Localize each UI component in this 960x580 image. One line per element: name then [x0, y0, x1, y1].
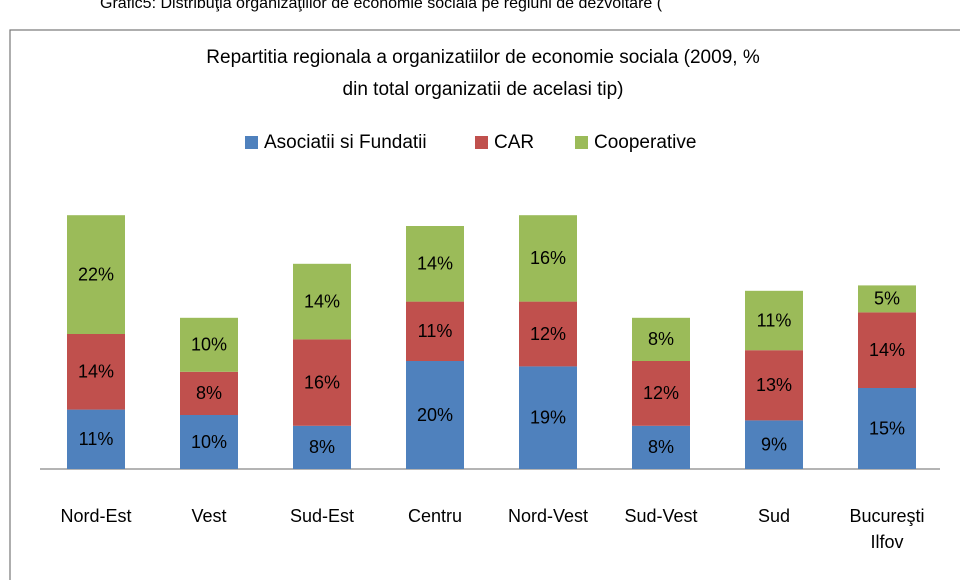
- x-tick-label: Sud-Vest: [624, 506, 698, 526]
- bar-segment: [632, 425, 690, 469]
- bar-segment: [180, 317, 238, 372]
- x-tick-label: Nord-Vest: [507, 506, 589, 526]
- legend-label: Cooperative: [594, 132, 696, 153]
- x-tick-label: Sud: [757, 506, 791, 526]
- bar-segment: [858, 285, 916, 313]
- bar-segment: [745, 350, 803, 421]
- bar-segment: [293, 339, 351, 426]
- bar-segment: [745, 290, 803, 351]
- bar-segment: [67, 409, 125, 469]
- bar-segment: [519, 366, 577, 469]
- x-tick-label: Vest: [191, 506, 227, 526]
- bar-segment: [67, 215, 125, 334]
- x-tick-label: Nord-Est: [60, 506, 132, 526]
- legend-swatch: [475, 136, 488, 149]
- data-label: 22%: [78, 264, 114, 284]
- data-label: 5%: [874, 289, 900, 309]
- bar-segment: [745, 420, 803, 469]
- bar-segment: [858, 388, 916, 469]
- data-label: 8%: [648, 437, 674, 457]
- data-label: 11%: [418, 321, 453, 341]
- legend-label: CAR: [494, 132, 534, 153]
- legend-swatch: [245, 136, 258, 149]
- data-label: 8%: [648, 329, 674, 349]
- bar-segment: [858, 312, 916, 388]
- data-label: 8%: [196, 383, 222, 403]
- legend-swatch: [575, 136, 588, 149]
- x-tick-label: Sud-Est: [289, 506, 355, 526]
- bar-segment: [632, 361, 690, 426]
- data-label: 14%: [869, 340, 905, 360]
- data-label: 15%: [869, 418, 905, 438]
- bar-segment: [293, 425, 351, 469]
- data-label: 16%: [304, 372, 340, 392]
- bar-segment: [519, 215, 577, 302]
- bar-segment: [406, 226, 464, 302]
- data-label: 14%: [78, 362, 114, 382]
- legend-label: Asociatii si Fundatii: [264, 132, 427, 153]
- data-label: 10%: [191, 335, 227, 355]
- chart-title: Repartitia regionala a organizatiilor de…: [206, 47, 760, 100]
- data-label: 14%: [304, 291, 340, 311]
- bar-segment: [293, 263, 351, 340]
- bar-segment: [519, 301, 577, 367]
- data-label: 8%: [309, 437, 335, 457]
- data-label: 13%: [756, 375, 792, 395]
- caption: Grafic5: Distribuţia organizaţiilor de e…: [100, 0, 663, 12]
- x-tick-label: Centru: [407, 506, 463, 526]
- data-label: 20%: [417, 405, 453, 425]
- data-label: 11%: [757, 310, 792, 330]
- data-label: 9%: [761, 434, 787, 454]
- data-label: 16%: [530, 248, 566, 268]
- data-label: 12%: [643, 383, 679, 403]
- data-label: 11%: [79, 429, 114, 449]
- x-tick-label: Bucureşti Ilfov: [849, 506, 925, 552]
- bar-segment: [67, 334, 125, 410]
- chart-frame: [9, 29, 960, 580]
- bar-segment: [406, 301, 464, 361]
- data-label: 19%: [530, 407, 566, 427]
- data-label: 10%: [191, 432, 227, 452]
- bar-segment: [406, 361, 464, 469]
- bar-segment: [180, 371, 238, 415]
- data-label: 12%: [530, 324, 566, 344]
- data-label: 14%: [417, 254, 453, 274]
- bar-segment: [632, 317, 690, 361]
- bar-segment: [180, 415, 238, 469]
